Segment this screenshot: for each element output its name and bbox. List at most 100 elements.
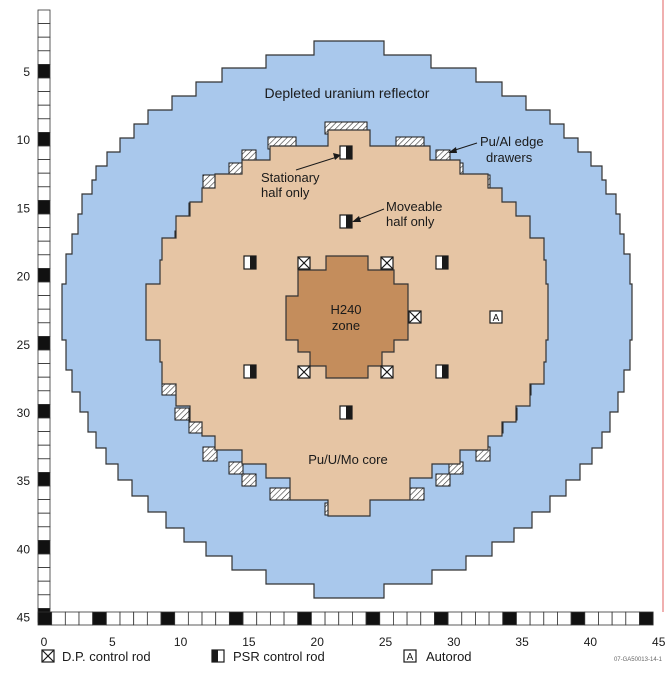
y-ruler-cell — [37, 349, 51, 365]
y-ruler-cell — [37, 213, 51, 229]
edge-drawer-31 — [435, 473, 451, 487]
y-ruler-cell — [37, 417, 51, 433]
autorod-frame — [489, 310, 503, 324]
x-ruler-cell — [310, 611, 326, 626]
stationary-label-line1: Stationary — [261, 170, 320, 185]
edge-drawer-6 — [228, 162, 244, 176]
y-ruler-cell — [37, 322, 51, 337]
x-ruler-cell — [105, 611, 121, 626]
x-tick-45: 45 — [652, 635, 665, 649]
control-rods-group: A — [243, 145, 503, 420]
core-label: Pu/U/Mo core — [308, 452, 387, 467]
x-ruler-cell — [434, 611, 449, 626]
x-ruler-cell — [598, 611, 613, 626]
psr-rod-upper-left-fill — [250, 256, 256, 269]
legend-psr-symbol — [211, 649, 225, 663]
edge-drawer-30 — [241, 473, 257, 487]
psr-rod-upper-right-fill — [442, 256, 448, 269]
psr-rod-bottom — [339, 405, 353, 420]
x-ruler-cell — [516, 611, 531, 626]
x-ruler-cell — [78, 611, 94, 626]
y-ruler-cell — [37, 567, 51, 582]
y-ruler-cell — [37, 64, 51, 79]
autorod: A — [489, 310, 503, 324]
y-ruler-cell — [37, 403, 51, 419]
y-ruler-cell — [37, 390, 51, 405]
y-ruler-cell — [37, 526, 51, 541]
x-tick-35: 35 — [515, 635, 529, 649]
y-tick-45: 45 — [17, 611, 31, 625]
psr-rod-moveable — [339, 214, 353, 229]
y-tick-20: 20 — [17, 270, 31, 284]
x-ruler-cell — [174, 611, 189, 626]
dp-rod-upper-left-cross-b — [297, 256, 311, 270]
x-tick-20: 20 — [311, 635, 325, 649]
x-tick-30: 30 — [447, 635, 461, 649]
x-ruler-cell — [133, 611, 148, 626]
edge-drawers-label-line1: Pu/Al edge — [480, 134, 544, 149]
y-ruler-cell — [37, 335, 51, 351]
y-ruler-cell — [37, 50, 51, 65]
y-ruler-cell — [37, 240, 51, 256]
psr-rod-stationary-fill — [346, 146, 352, 159]
x-tick-25: 25 — [379, 635, 393, 649]
x-ruler-cell — [420, 611, 435, 626]
edge-drawers-label-line2: drawers — [486, 150, 533, 165]
y-ruler-cell — [37, 553, 51, 569]
y-ruler-cell — [37, 295, 51, 310]
y-tick-5: 5 — [23, 65, 30, 79]
dp-rod-lower-left-cross-b — [297, 365, 311, 379]
moveable-label-line1: Moveable — [386, 199, 442, 214]
y-tick-25: 25 — [17, 338, 31, 352]
x-ruler-cell — [611, 611, 627, 626]
y-ruler-cell — [37, 91, 51, 106]
x-ruler-cell — [119, 611, 135, 626]
dp-rod-upper-right — [380, 256, 394, 270]
arrow-edge-drawers — [448, 142, 478, 153]
dp-rod-upper-left — [297, 256, 311, 270]
edge-drawer-22 — [174, 407, 190, 421]
y-axis-ruler — [37, 9, 51, 623]
y-ruler-cell — [37, 227, 51, 242]
y-ruler-cell — [37, 594, 51, 609]
h240-zone-region — [285, 255, 409, 379]
psr-rod-bottom-fill — [346, 406, 352, 419]
x-ruler-cell — [324, 611, 340, 626]
x-ruler-cell — [639, 611, 654, 626]
x-ruler-cell — [64, 611, 80, 626]
y-ruler-cell — [37, 9, 51, 25]
y-ruler-cell — [37, 254, 51, 269]
dp-rod-upper-right-cross-b — [380, 256, 394, 270]
y-ruler-cell — [37, 172, 51, 188]
x-axis-tick-labels: 0 5 10 15 20 25 30 35 40 45 — [41, 635, 665, 649]
x-ruler-cell — [51, 611, 66, 626]
y-tick-10: 10 — [17, 133, 31, 147]
x-ruler-cell — [570, 611, 586, 626]
y-ruler-cell — [37, 431, 51, 446]
arrow-moveable — [352, 208, 385, 222]
y-ruler-cell — [37, 36, 51, 52]
x-ruler-cell — [406, 611, 422, 626]
x-ruler-cell — [297, 611, 312, 626]
psr-rod-lower-right — [435, 364, 449, 379]
arrow-stationary — [295, 153, 341, 171]
dp-rod-right-cross-b — [408, 310, 422, 324]
zone-label-line1: H240 — [330, 302, 361, 317]
psr-rod-lower-right-fill — [442, 365, 448, 378]
x-ruler-cell — [502, 611, 517, 626]
y-ruler-cell — [37, 267, 51, 283]
x-ruler-cell — [92, 611, 107, 626]
x-ruler-cell — [557, 611, 572, 626]
x-tick-15: 15 — [242, 635, 256, 649]
legend-dp-symbol — [41, 649, 55, 663]
legend-autorod-label: Autorod — [426, 649, 472, 664]
stationary-label-line2: half only — [261, 185, 310, 200]
autorod-glyph: A — [493, 313, 500, 324]
x-ruler-cell — [365, 611, 381, 626]
x-ruler-cell — [447, 611, 463, 626]
x-ruler-cell — [283, 611, 299, 626]
figure-id: 07-GA50013-14-1 — [614, 657, 663, 663]
y-axis-tick-labels: 5 10 15 20 25 30 35 40 45 — [17, 65, 31, 625]
y-ruler-cell — [37, 199, 51, 215]
